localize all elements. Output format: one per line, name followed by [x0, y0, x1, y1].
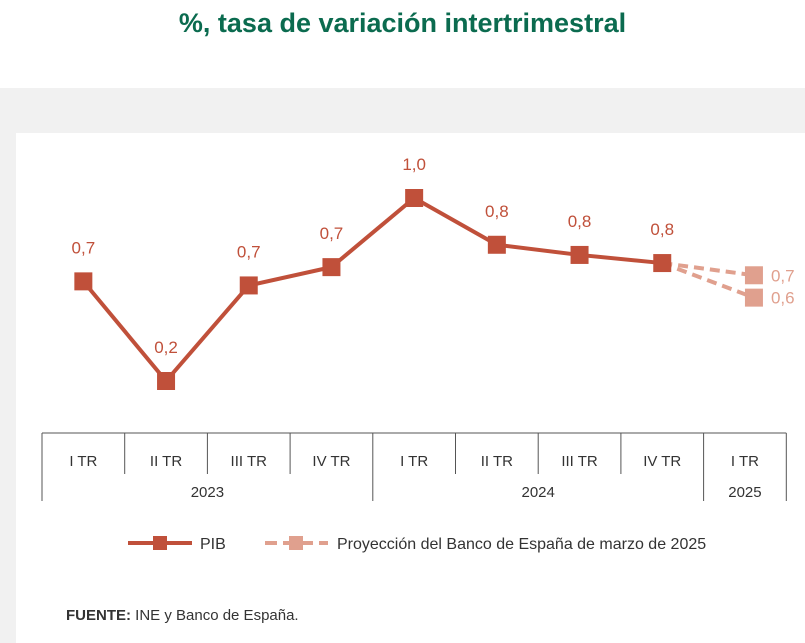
quarter-tick-label: II TR [150, 453, 182, 470]
projection-marker [744, 288, 763, 307]
projection-marker [744, 266, 763, 285]
pib-marker [405, 189, 424, 207]
pib-marker [653, 254, 672, 273]
projection-line [661, 261, 755, 300]
legend-pib-marker [153, 536, 167, 550]
quarter-tick-label: I TR [731, 453, 759, 470]
chart-plot-area [16, 133, 805, 643]
projection-data-label: 0,6 [771, 289, 795, 308]
projection-line [661, 261, 755, 278]
year-label: 2024 [522, 484, 555, 501]
chart-legend: PIB Proyección del Banco de España de ma… [128, 536, 706, 553]
chart-title: %, tasa de variación intertrimestral [178, 8, 627, 38]
category-axis: I TR II TR III TR IV TR I TR II TR III TR IV TR… [41, 432, 787, 501]
pib-marker [487, 235, 506, 254]
quarter-tick-label: II TR [481, 453, 513, 470]
quarter-tick-label: I TR [400, 453, 428, 470]
quarter-tick-label: IV TR [312, 453, 350, 470]
pib-data-label: 0,8 [650, 220, 674, 239]
data-labels: 0,7 0,2 0,7 0,7 1,0 0,8 0,8 0,8 0,7 0,6 [72, 155, 795, 357]
pib-data-label: 0,8 [568, 212, 592, 231]
pib-marker [74, 272, 93, 291]
pib-data-label: 1,0 [402, 155, 426, 174]
pib-series [74, 189, 672, 390]
pib-data-label: 0,8 [485, 202, 509, 221]
pib-marker [157, 372, 176, 390]
quarter-tick-label: III TR [231, 453, 268, 470]
projection-series [661, 261, 763, 307]
source-note: FUENTE: INE y Banco de España. [66, 607, 299, 624]
year-label: 2023 [191, 484, 224, 501]
quarter-tick-label: IV TR [643, 453, 681, 470]
pib-data-label: 0,7 [237, 242, 261, 261]
quarter-tick-label: III TR [561, 453, 598, 470]
source-label: FUENTE: [66, 607, 131, 624]
pib-data-label: 0,7 [72, 238, 96, 257]
source-text: INE y Banco de España. [131, 607, 299, 624]
projection-data-label: 0,7 [771, 266, 795, 285]
year-label: 2025 [728, 484, 761, 501]
legend-pib-label: PIB [200, 536, 226, 553]
pib-data-label: 0,7 [320, 224, 344, 243]
pib-marker [322, 258, 341, 277]
quarter-tick-label: I TR [69, 453, 97, 470]
legend-projection-label: Proyección del Banco de España de marzo … [337, 536, 706, 553]
pib-data-label: 0,2 [154, 338, 178, 357]
pib-line [81, 196, 663, 383]
pib-marker [239, 276, 258, 295]
legend-projection-marker [289, 536, 303, 550]
pib-marker [570, 245, 589, 264]
